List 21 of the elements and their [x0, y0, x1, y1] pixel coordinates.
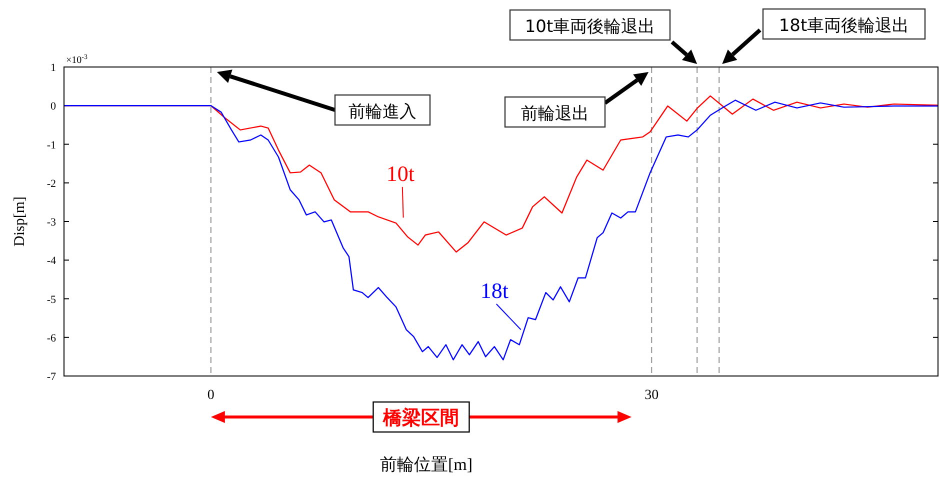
y-tick-label: -7 — [46, 371, 56, 383]
annotation: 前輪進入 — [348, 102, 416, 122]
text: ×10$^{-3}$ — [66, 53, 88, 66]
y-tick-label: -4 — [46, 255, 56, 268]
text: 橋梁区間 — [382, 407, 460, 429]
x-tick-label: 30 — [644, 388, 659, 403]
y-tick-label: -5 — [46, 294, 56, 306]
y-tick-label: 0 — [50, 100, 56, 113]
series-label: 10t — [386, 160, 414, 186]
y-tick-label: 1 — [50, 62, 56, 74]
y-tick-label: -1 — [46, 139, 56, 152]
annotation: 前輪退出 — [521, 104, 589, 124]
text: 10t車両後輪退出 — [524, 17, 656, 37]
text: 18t車両後輪退出 — [778, 16, 910, 36]
series-label: 18t — [480, 278, 508, 303]
y-tick-label: -2 — [46, 178, 56, 190]
y-axis-title: Disp[m] — [12, 196, 28, 246]
y-tick-label: -6 — [46, 332, 56, 344]
y-tick-label: -3 — [46, 216, 56, 228]
line-series — [63, 100, 939, 360]
x-axis-title: 前輪位置[m] — [380, 455, 472, 474]
